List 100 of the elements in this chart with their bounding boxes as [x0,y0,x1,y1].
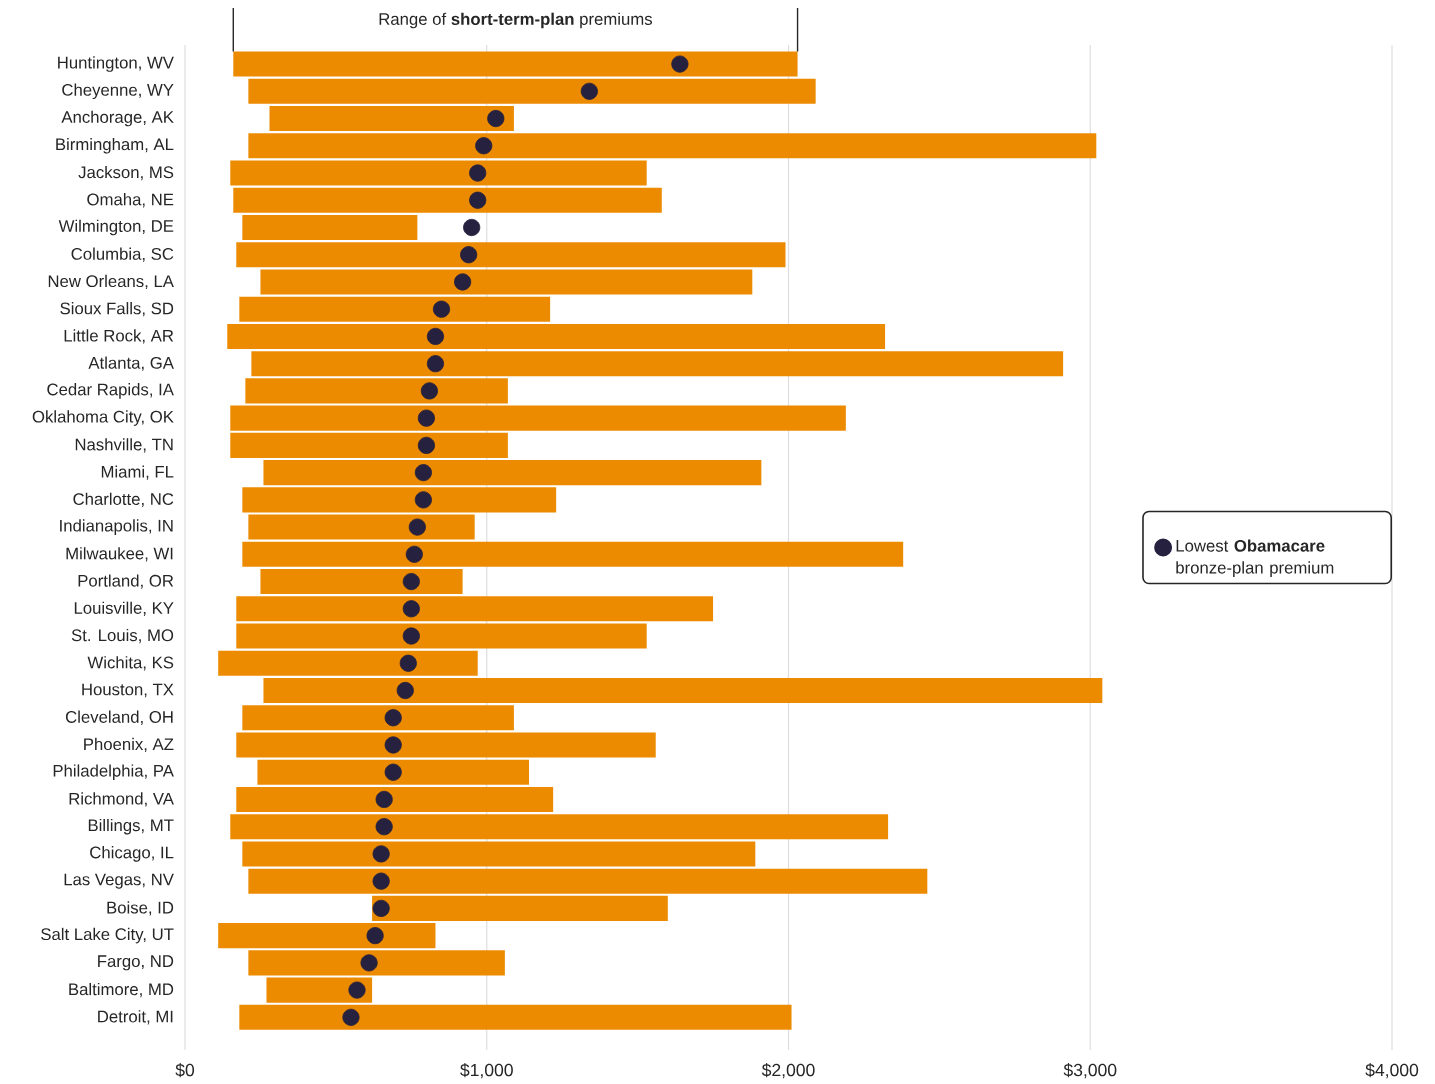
point [372,899,390,917]
y-tick-label: Fargo, ND [98,955,174,971]
bar [236,732,656,758]
x-tick-label: $1,000 [460,1063,513,1079]
y-tick-label: Philadelphia, PA [53,764,174,780]
point [405,545,423,563]
bar [245,378,508,404]
y-tick-label: Charlotte, NC [73,492,174,507]
point [375,790,393,809]
point [460,246,478,264]
bar [242,487,557,513]
point [426,327,445,345]
y-tick-label: Cedar Rapids, IA [47,383,174,399]
point [426,355,445,373]
bar [236,623,647,649]
bar [230,432,508,458]
y-tick-label: Wilmington, DE [58,219,174,236]
x-tick-label: $2,000 [761,1063,815,1079]
bar [227,323,886,349]
y-tick-label: Chicago, IL [90,846,174,862]
y-tick-label: Omaha, NE [87,193,174,208]
x-tick-label: $4,000 [1365,1063,1419,1079]
point [454,273,472,291]
y-tick-label: Houston, TX [82,683,174,698]
point [487,109,505,128]
y-tick-label: Detroit, MI [98,1010,173,1025]
bar [248,78,816,104]
y-tick-label: Las Vegas, NV [64,873,174,889]
y-tick-label: Jackson, MS [78,165,174,181]
point [463,218,481,237]
point [402,572,420,591]
y-tick-label: Louisville, KY [74,601,174,616]
bar [242,541,904,567]
point [417,436,435,454]
y-tick-label: Cheyenne, WY [62,83,174,100]
x-tick-label: $3,000 [1063,1063,1117,1079]
bar [248,133,1097,159]
y-tick-label: Huntington, WV [58,56,174,72]
y-tick-label: Salt Lake City, UT [41,927,174,944]
bar [218,650,478,676]
bar [257,759,529,785]
bar [263,460,762,486]
bar [251,351,1064,377]
y-tick-label: Boise, ID [107,901,174,916]
y-tick-label: Richmond, VA [69,792,174,807]
point [469,164,487,182]
bar [269,106,514,132]
y-tick-label: Sioux Falls, SD [60,302,174,317]
y-tick-label: Atlanta, GA [88,356,174,371]
point [384,736,402,754]
bar [230,160,647,186]
bar [236,786,554,812]
y-tick-label: Oklahoma City, OK [32,410,174,426]
bar [236,242,786,268]
point [372,872,390,890]
point [366,927,384,945]
point [671,55,689,73]
point [372,845,390,863]
bar [248,514,475,540]
point [360,954,378,972]
bar [239,1004,792,1030]
bar [242,214,418,241]
point [432,300,451,318]
y-tick-label: Nashville, TN [75,438,173,453]
point [375,818,393,836]
bar [218,923,436,949]
bar [242,841,756,867]
y-tick-label: Columbia, SC [71,247,174,262]
point [384,763,402,781]
bar [248,950,505,976]
y-tick-label: New Orleans, LA [48,274,174,290]
bar [239,296,551,322]
bar [233,51,798,77]
bar [242,705,514,731]
y-tick-label: Anchorage, AK [61,110,174,127]
point [414,464,432,482]
y-tick-label: Indianapolis, IN [60,519,173,535]
x-tick-label: $0 [175,1063,195,1078]
series-label: Range of short-term-plan premiums [379,12,653,29]
bar [263,677,1103,704]
bar [236,596,714,622]
y-tick-label: Birmingham, AL [56,137,174,154]
point [469,191,487,209]
bar [233,187,662,213]
y-tick-label: Milwaukee, WI [66,547,173,562]
point [475,137,493,155]
bar [260,269,753,295]
bar [372,895,668,921]
bar [230,814,889,840]
bar [230,405,846,431]
point [348,981,366,999]
bar [260,569,463,595]
y-tick-label: Portland, OR [78,574,174,589]
point [342,1008,360,1026]
point [408,518,426,536]
y-tick-label: St. Louis, MO [71,628,174,644]
point [414,491,432,509]
point [417,409,435,427]
legend-label: Lowest Obamacare bronze-plan premium [1176,539,1334,577]
y-tick-label: Wichita, KS [87,656,174,671]
